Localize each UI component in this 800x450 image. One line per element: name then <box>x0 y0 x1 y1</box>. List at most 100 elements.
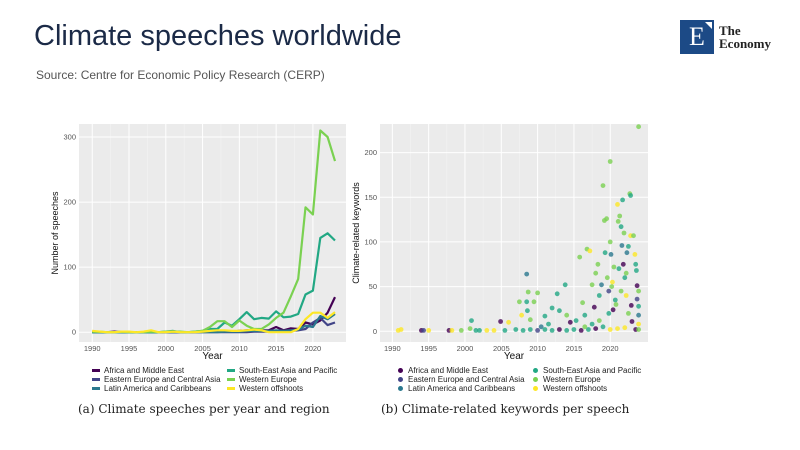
scatter-point <box>629 319 635 324</box>
scatter-point <box>577 254 583 260</box>
scatter-point <box>513 327 519 332</box>
scatter-point <box>615 219 621 224</box>
x-tick-label: 2010 <box>231 344 248 353</box>
scatter-point <box>624 250 630 256</box>
scatter-point <box>613 302 619 307</box>
scatter-point <box>578 328 584 333</box>
line-chart: 1990 1995 2000 2005 2010 2015 2020 0 100 200 300 Ye… <box>40 120 350 365</box>
scatter-point <box>573 318 579 323</box>
legend-item: Western offshoots <box>227 384 347 393</box>
scatter-point <box>628 193 633 198</box>
y-axis-label: Climate-related keywords <box>351 182 361 284</box>
scatter-point <box>607 327 613 332</box>
scatter-point <box>608 252 614 257</box>
legend-swatch <box>227 378 235 381</box>
scatter-point <box>580 300 585 306</box>
y-tick-label: 0 <box>373 327 377 336</box>
legend-label: Western Europe <box>543 375 601 384</box>
scatter-point <box>634 296 640 302</box>
scatter-point <box>524 271 530 277</box>
scatter-point <box>607 239 613 245</box>
scatter-point <box>631 233 636 239</box>
scatter-point <box>604 275 610 281</box>
logo-text: The Economy <box>719 23 771 51</box>
scatter-point <box>498 319 503 324</box>
scatter-legend: Africa and Middle East South-East Asia an… <box>398 366 653 393</box>
scatter-point <box>557 308 562 314</box>
scatter-point <box>602 250 608 256</box>
scatter-point <box>546 321 551 327</box>
scatter-point <box>600 324 606 330</box>
x-tick-label: 2015 <box>268 344 285 353</box>
scatter-point <box>517 299 522 305</box>
legend-swatch <box>533 368 538 373</box>
x-tick-label: 1990 <box>384 344 401 353</box>
scatter-point <box>620 261 626 267</box>
x-tick-label: 2010 <box>529 344 546 353</box>
legend-item: Western offshoots <box>533 384 653 393</box>
legend-item: Africa and Middle East <box>398 366 533 375</box>
logo: E The Economy <box>680 20 774 54</box>
plot-panel <box>380 124 648 342</box>
scatter-point <box>626 244 631 249</box>
scatter-point <box>636 124 641 130</box>
scatter-point <box>582 312 588 318</box>
legend-label: South-East Asia and Pacific <box>543 366 642 375</box>
scatter-point <box>632 252 638 257</box>
scatter-point <box>596 293 602 298</box>
scatter-point <box>591 304 597 310</box>
scatter-point <box>610 307 616 313</box>
scatter-point <box>620 197 625 203</box>
logo-mark: E <box>680 20 714 54</box>
scatter-point <box>593 270 599 276</box>
legend-swatch <box>227 369 235 372</box>
scatter-point <box>622 325 628 331</box>
scatter-point <box>634 283 640 289</box>
scatter-point <box>458 328 464 333</box>
scatter-point <box>564 312 570 318</box>
scatter-point <box>623 270 629 276</box>
legend-label: Latin America and Caribbeans <box>408 384 516 393</box>
scatter-point <box>618 288 624 294</box>
y-tick-label: 50 <box>369 282 377 291</box>
x-tick-label: 2020 <box>602 344 619 353</box>
x-tick-label: 1990 <box>84 344 101 353</box>
scatter-point <box>593 326 599 331</box>
legend-label: Africa and Middle East <box>408 366 489 375</box>
scatter-point <box>567 319 573 325</box>
scatter-point <box>421 328 426 333</box>
scatter-point <box>606 288 612 294</box>
scatter-point <box>636 288 641 294</box>
scatter-point <box>633 261 639 267</box>
legend-label: Western offshoots <box>239 384 304 393</box>
x-tick-label: 2000 <box>157 344 174 353</box>
legend-label: South-East Asia and Pacific <box>239 366 338 375</box>
scatter-point <box>589 282 595 288</box>
y-tick-label: 0 <box>72 328 76 337</box>
scatter-point <box>467 326 473 331</box>
x-tick-label: 2020 <box>305 344 322 353</box>
scatter-point <box>469 318 474 323</box>
scatter-point <box>628 303 634 308</box>
source-note: Source: Centre for Economic Policy Resea… <box>36 68 325 82</box>
scatter-point <box>531 299 537 305</box>
scatter-point <box>542 327 548 332</box>
scatter-point <box>557 327 562 332</box>
legend-swatch <box>227 387 235 390</box>
legend-label: Western offshoots <box>543 384 608 393</box>
scatter-point <box>606 311 612 316</box>
scatter-point <box>636 303 641 309</box>
scatter-point <box>564 328 570 333</box>
legend-label: Eastern Europe and Central Asia <box>104 375 221 384</box>
y-tick-label: 200 <box>63 198 76 207</box>
scatter-point <box>596 318 602 323</box>
page-title: Climate speeches worldwide <box>34 20 402 52</box>
x-tick-label: 2005 <box>493 344 510 353</box>
scatter-point <box>589 321 595 327</box>
scatter-point <box>506 319 511 325</box>
legend-swatch <box>398 368 403 373</box>
scatter-point <box>611 264 617 270</box>
x-tick-label: 1995 <box>121 344 138 353</box>
scatter-point <box>636 327 641 332</box>
legend-swatch <box>398 377 403 382</box>
